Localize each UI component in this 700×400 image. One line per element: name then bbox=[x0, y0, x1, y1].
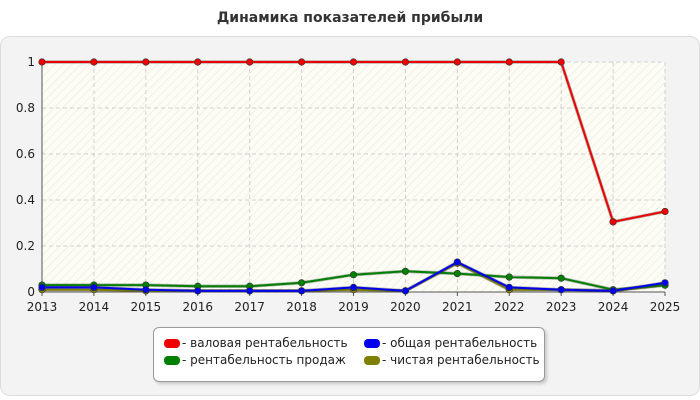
data-point bbox=[90, 58, 98, 66]
data-point bbox=[609, 287, 617, 295]
data-point bbox=[505, 273, 513, 281]
data-point bbox=[401, 287, 410, 295]
data-point bbox=[557, 286, 565, 294]
data-point bbox=[349, 271, 358, 279]
x-tick-label: 2016 bbox=[182, 300, 213, 314]
x-tick-label: 2015 bbox=[131, 300, 162, 314]
data-point bbox=[661, 279, 669, 287]
x-tick-label: 2022 bbox=[494, 300, 525, 314]
data-point bbox=[401, 267, 410, 275]
data-point bbox=[38, 58, 46, 66]
data-point bbox=[297, 287, 306, 295]
data-point bbox=[194, 287, 202, 295]
data-point bbox=[401, 58, 410, 66]
data-point bbox=[194, 58, 202, 66]
legend-item-gross-margin[interactable]: - валовая рентабельность bbox=[164, 336, 364, 350]
y-tick-label: 0.4 bbox=[16, 193, 35, 207]
x-tick-label: 2021 bbox=[442, 300, 473, 314]
legend-swatch-green bbox=[164, 355, 180, 365]
y-tick-label: 0 bbox=[27, 285, 35, 299]
data-point bbox=[505, 58, 513, 66]
x-tick-label: 2014 bbox=[79, 300, 110, 314]
legend-item-sales-profitability[interactable]: - рентабельность продаж bbox=[164, 353, 364, 367]
data-point bbox=[661, 207, 669, 216]
legend-swatch-olive bbox=[364, 355, 380, 365]
tick-labels: 0 0.2 0.4 0.6 0.8 1 2013 2014 2015 2016 2017 2018 20… bbox=[16, 55, 680, 314]
data-point bbox=[297, 279, 306, 287]
legend-swatch-red bbox=[164, 338, 180, 348]
data-point bbox=[453, 270, 461, 278]
data-point bbox=[349, 58, 358, 66]
data-point bbox=[246, 287, 254, 295]
x-tick-label: 2018 bbox=[286, 300, 317, 314]
grid-lines bbox=[42, 61, 666, 292]
x-tick-label: 2017 bbox=[234, 300, 265, 314]
x-tick-label: 2023 bbox=[546, 300, 577, 314]
legend: - валовая рентабельность - общая рентабе… bbox=[153, 327, 545, 382]
x-tick-label: 2013 bbox=[27, 300, 58, 314]
data-point bbox=[38, 283, 46, 292]
series-1 bbox=[38, 258, 669, 295]
x-tick-label: 2025 bbox=[650, 300, 681, 314]
data-point bbox=[297, 58, 306, 66]
series-0 bbox=[38, 58, 669, 226]
data-point bbox=[505, 283, 513, 292]
y-tick-label: 1 bbox=[27, 55, 35, 69]
data-point bbox=[246, 58, 254, 66]
legend-label: - общая рентабельность bbox=[382, 336, 538, 350]
legend-label: - рентабельность продаж bbox=[182, 353, 346, 367]
legend-swatch-blue bbox=[364, 338, 380, 348]
data-point bbox=[349, 283, 358, 292]
data-point bbox=[557, 274, 565, 282]
legend-label: - чистая рентабельность bbox=[382, 353, 540, 367]
data-point bbox=[453, 258, 461, 266]
y-tick-label: 0.8 bbox=[16, 101, 35, 115]
data-point bbox=[142, 286, 150, 294]
series-layer bbox=[38, 58, 669, 295]
legend-item-total-profitability[interactable]: - общая рентабельность bbox=[364, 336, 544, 350]
chart-title: Динамика показателей прибыли bbox=[216, 10, 484, 26]
data-point bbox=[453, 58, 461, 66]
data-point bbox=[609, 218, 617, 226]
y-tick-label: 0.6 bbox=[16, 147, 35, 161]
y-tick-label: 0.2 bbox=[16, 239, 35, 253]
legend-label: - валовая рентабельность bbox=[182, 336, 348, 350]
x-tick-label: 2019 bbox=[338, 300, 369, 314]
data-point bbox=[142, 58, 150, 66]
legend-item-net-profitability[interactable]: - чистая рентабельность bbox=[364, 353, 544, 367]
data-point bbox=[90, 283, 98, 292]
data-point bbox=[557, 58, 565, 66]
x-tick-label: 2024 bbox=[598, 300, 629, 314]
x-tick-label: 2020 bbox=[390, 300, 421, 314]
